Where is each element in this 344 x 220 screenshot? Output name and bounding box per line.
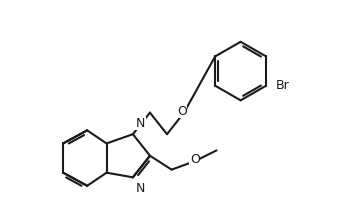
Text: Br: Br bbox=[276, 79, 289, 92]
Text: O: O bbox=[190, 153, 200, 166]
Text: N: N bbox=[136, 182, 146, 195]
Text: N: N bbox=[136, 117, 146, 130]
Text: O: O bbox=[177, 104, 187, 118]
